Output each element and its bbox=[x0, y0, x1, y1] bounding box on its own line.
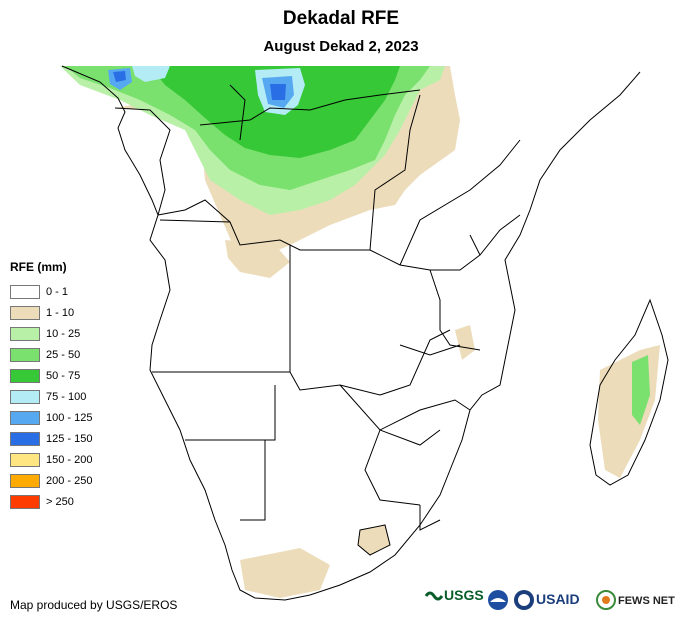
legend-swatch bbox=[10, 452, 40, 467]
noaa-logo bbox=[488, 590, 508, 610]
country-borders bbox=[114, 84, 521, 556]
legend-label: 10 - 25 bbox=[46, 327, 81, 340]
zone-cyan-west bbox=[132, 66, 170, 82]
legend-label: 0 - 1 bbox=[46, 285, 69, 298]
fewsnet-logo: FEWS NET bbox=[596, 590, 675, 610]
legend-item: 125 - 150 bbox=[10, 428, 92, 449]
legend-label: 1 - 10 bbox=[46, 306, 75, 319]
legend-label: 50 - 75 bbox=[46, 369, 81, 382]
zone-green-madagascar bbox=[632, 355, 650, 425]
zone-tan-lesotho bbox=[358, 525, 390, 555]
legend-title: RFE (mm) bbox=[10, 260, 67, 274]
legend-item: 10 - 25 bbox=[10, 323, 92, 344]
legend-label: 150 - 200 bbox=[46, 453, 93, 466]
legend-label: > 250 bbox=[46, 495, 74, 508]
map-credit: Map produced by USGS/EROS bbox=[10, 598, 178, 612]
legend-item: 150 - 200 bbox=[10, 449, 92, 470]
legend-swatch bbox=[10, 389, 40, 404]
legend-swatch bbox=[10, 326, 40, 341]
zone-tan-madagascar bbox=[598, 345, 660, 478]
coastline bbox=[61, 65, 669, 601]
legend-item: > 250 bbox=[10, 491, 92, 512]
legend-item: 0 - 1 bbox=[10, 281, 92, 302]
zone-tan-sw bbox=[225, 240, 290, 278]
madagascar-outline bbox=[589, 298, 669, 486]
legend-label: 25 - 50 bbox=[46, 348, 81, 361]
rainfall-zones bbox=[60, 66, 660, 598]
legend-swatch bbox=[10, 284, 40, 299]
legend-label: 125 - 150 bbox=[46, 432, 93, 445]
legend-item: 75 - 100 bbox=[10, 386, 92, 407]
legend-swatch bbox=[10, 368, 40, 383]
legend-item: 100 - 125 bbox=[10, 407, 92, 428]
agency-logos: USGS USAID FEWS NET bbox=[424, 587, 675, 610]
usaid-logo: USAID bbox=[514, 590, 580, 610]
legend-label: 75 - 100 bbox=[46, 390, 87, 403]
usgs-logo: USGS bbox=[424, 587, 484, 603]
legend-swatch bbox=[10, 347, 40, 362]
legend-label: 100 - 125 bbox=[46, 411, 93, 424]
zone-darkblue-west bbox=[113, 71, 126, 82]
zone-tan-east bbox=[455, 325, 475, 360]
legend-swatch bbox=[10, 494, 40, 509]
legend-label: 200 - 250 bbox=[46, 474, 93, 487]
zone-darkblue bbox=[270, 84, 286, 100]
legend-swatch bbox=[10, 431, 40, 446]
fewsnet-text: FEWS NET bbox=[618, 595, 675, 607]
zone-tan-south bbox=[240, 548, 330, 598]
legend-item: 1 - 10 bbox=[10, 302, 92, 323]
africa-coastline bbox=[61, 65, 641, 601]
map-title: Dekadal RFE bbox=[282, 8, 400, 29]
usgs-text: USGS bbox=[444, 587, 484, 603]
legend-swatch bbox=[10, 473, 40, 488]
legend: RFE (mm) 0 - 1 1 - 10 10 - 25 25 - 50 50… bbox=[10, 260, 92, 512]
legend-swatch bbox=[10, 305, 40, 320]
legend-item: 50 - 75 bbox=[10, 365, 92, 386]
usaid-text: USAID bbox=[536, 591, 580, 607]
legend-item: 25 - 50 bbox=[10, 344, 92, 365]
legend-swatch bbox=[10, 410, 40, 425]
legend-item: 200 - 250 bbox=[10, 470, 92, 491]
map-subtitle: August Dekad 2, 2023 bbox=[263, 38, 419, 55]
